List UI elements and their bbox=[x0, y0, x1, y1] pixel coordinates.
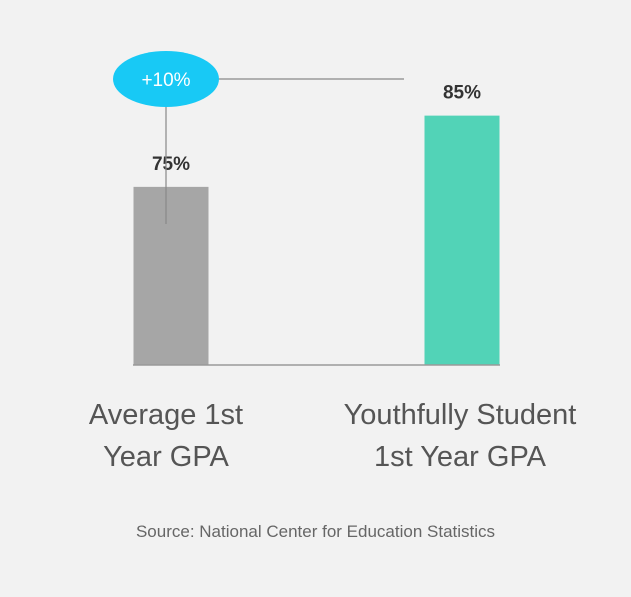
difference-annotation: +10% bbox=[113, 51, 404, 224]
bar-1 bbox=[424, 115, 500, 365]
bars-layer: 75% 85% bbox=[133, 83, 500, 365]
data-label-0: 75% bbox=[152, 154, 190, 175]
difference-bubble bbox=[113, 51, 219, 107]
bar-0 bbox=[133, 186, 209, 365]
category-label-line: Year GPA bbox=[103, 441, 229, 473]
category-label-average: Average 1st Year GPA bbox=[56, 394, 276, 478]
category-label-line: Youthfully Student bbox=[343, 399, 577, 431]
data-label-1: 85% bbox=[443, 83, 481, 104]
source-note: Source: National Center for Education St… bbox=[135, 522, 496, 541]
category-label-youthfully: Youthfully Student 1st Year GPA bbox=[315, 394, 605, 478]
difference-label: +10% bbox=[141, 70, 190, 91]
category-label-line: Average 1st bbox=[88, 399, 244, 431]
category-label-line: 1st Year GPA bbox=[374, 441, 546, 473]
